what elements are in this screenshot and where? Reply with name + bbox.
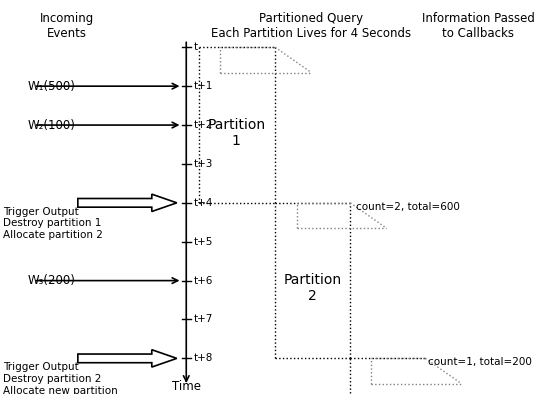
Text: Partition
1: Partition 1 [207, 118, 265, 148]
Text: W₃(200): W₃(200) [28, 274, 76, 287]
Text: W₁(500): W₁(500) [28, 80, 76, 93]
Text: t+6: t+6 [193, 276, 213, 286]
Text: t+8: t+8 [193, 353, 213, 363]
Text: count=2, total=600: count=2, total=600 [356, 202, 460, 212]
Text: Incoming
Events: Incoming Events [39, 12, 94, 40]
Text: Trigger Output
Destroy partition 1
Allocate partition 2: Trigger Output Destroy partition 1 Alloc… [3, 207, 103, 240]
Text: t: t [193, 42, 197, 52]
Text: t+2: t+2 [193, 120, 213, 130]
Polygon shape [78, 194, 177, 212]
Text: W₂(100): W₂(100) [28, 119, 76, 132]
Text: t+5: t+5 [193, 237, 213, 247]
Text: Trigger Output
Destroy partition 2
Allocate new partition: Trigger Output Destroy partition 2 Alloc… [3, 362, 117, 394]
Text: count=1, total=200: count=1, total=200 [428, 357, 532, 367]
Text: t+4: t+4 [193, 198, 213, 208]
Text: Partition
2: Partition 2 [284, 273, 341, 303]
Text: t+1: t+1 [193, 81, 213, 91]
Text: Time: Time [172, 380, 201, 392]
Polygon shape [78, 350, 177, 367]
Text: Information Passed
to Callbacks: Information Passed to Callbacks [421, 12, 535, 40]
Text: t+3: t+3 [193, 159, 213, 169]
Text: t+7: t+7 [193, 314, 213, 325]
Text: Partitioned Query
Each Partition Lives for 4 Seconds: Partitioned Query Each Partition Lives f… [211, 12, 411, 40]
